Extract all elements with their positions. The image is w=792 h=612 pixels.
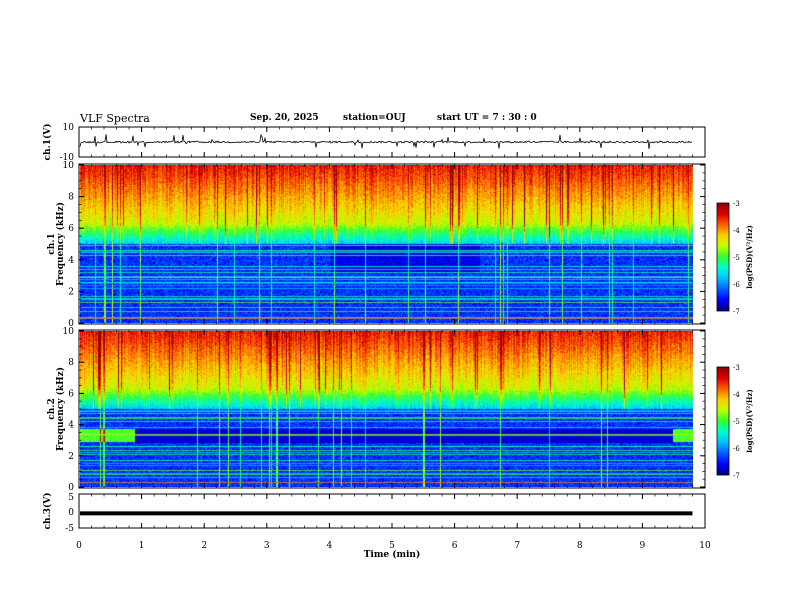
cb2t-label-1: -4 [733, 391, 740, 399]
p3yt-label-1: 2 [68, 452, 74, 462]
ch2-spectrogram-ylabel-line1: ch.2 [47, 398, 57, 419]
p3yt-label-5: 10 [63, 327, 75, 337]
p3yt-label-3: 6 [68, 389, 74, 399]
cb2t-label-2: -5 [733, 418, 740, 426]
spectrogram-ch2-image [80, 331, 693, 487]
ch3-ytick-mid: 0 [68, 508, 74, 518]
colorbar-ch2-label: log(PSD)(V²/Hz) [745, 389, 754, 453]
x-tick-label-7: 7 [514, 541, 520, 551]
p2yt-label-1: 2 [68, 287, 74, 297]
ch3-waveform-ylabel: ch.3(V) [42, 493, 53, 530]
x-tick-label-5: 5 [389, 541, 395, 551]
waveform-ch3-frame [78, 493, 706, 529]
cb2t-label-4: -7 [733, 472, 740, 480]
spectrogram-ch1-image [80, 165, 693, 323]
p2yt-label-0: 0 [68, 319, 74, 329]
cb2t-label-3: -6 [733, 445, 740, 453]
x-tick-label-6: 6 [452, 541, 458, 551]
x-tick-label-10: 10 [699, 541, 711, 551]
cb1t-label-4: -7 [733, 308, 740, 316]
chart-title: VLF Spectra [80, 112, 150, 125]
p2yt-label-2: 4 [68, 256, 74, 266]
ch3-ytick-bottom: -5 [65, 524, 74, 534]
station-label: station=OUJ [343, 113, 406, 123]
x-tick-label-8: 8 [577, 541, 583, 551]
colorbar-ch2 [717, 367, 729, 475]
x-tick-label-2: 2 [201, 541, 207, 551]
start-time-label: start UT = 7 : 30 : 0 [437, 113, 537, 123]
p3yt-label-0: 0 [68, 483, 74, 493]
ch3-ytick-top: 5 [68, 493, 74, 503]
cb1t-label-2: -5 [733, 254, 740, 262]
waveform-ch3-panel: 5 0 -5 ch.3(V) [42, 493, 706, 534]
p2yt-label-4: 8 [68, 193, 74, 203]
ch1-ytick-bottom: -10 [60, 153, 75, 163]
ch1-waveform-ylabel: ch.1(V) [42, 124, 53, 161]
x-tick-label-0: 0 [76, 541, 82, 551]
waveform-ch1-line [79, 133, 693, 150]
cb1t-label-1: -4 [733, 227, 740, 235]
p3yt-label-2: 4 [68, 421, 74, 431]
ch1-spectrogram-ylabel-line2: Frequency (kHz) [55, 202, 66, 286]
p2yt-label-5: 10 [63, 161, 75, 171]
colorbar-ch1 [717, 203, 729, 311]
x-axis-label: Time (min) [364, 549, 421, 560]
ch1-ytick-top: 10 [63, 123, 75, 133]
p3yt-label-4: 8 [68, 358, 74, 368]
cb1t-label-3: -6 [733, 281, 740, 289]
ch1-spectrogram-ylabel-line1: ch.1 [47, 233, 57, 254]
x-tick-label-1: 1 [139, 541, 145, 551]
colorbar-ch1-label: log(PSD)(V²/Hz) [745, 225, 754, 289]
x-tick-label-4: 4 [327, 541, 333, 551]
cb1t-label-0: -3 [733, 200, 740, 208]
p2yt-label-3: 6 [68, 224, 74, 234]
ch2-spectrogram-ylabel-line2: Frequency (kHz) [55, 367, 66, 451]
x-tick-label-3: 3 [264, 541, 270, 551]
x-tick-label-9: 9 [640, 541, 646, 551]
cb2t-label-0: -3 [733, 364, 740, 372]
date-label: Sep. 20, 2025 [250, 113, 319, 123]
